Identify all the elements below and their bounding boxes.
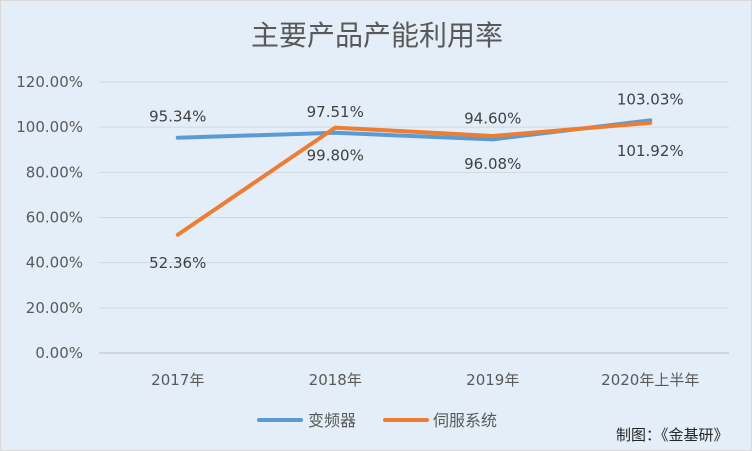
legend-label-inverter: 变频器 [308, 411, 356, 430]
data-labels: 95.34% 97.51% 94.60% 103.03% 52.36% 99.80% 96.… [149, 90, 683, 271]
y-tick-label: 60.00% [26, 209, 83, 227]
legend-label-servo: 伺服系统 [433, 411, 497, 430]
y-tick-label: 80.00% [26, 163, 83, 181]
x-tick-label: 2020年上半年 [601, 371, 699, 389]
series-line-servo [175, 120, 653, 237]
credit-text: 制图：《金基研》 [616, 426, 729, 444]
chart-title: 主要产品产能利用率 [251, 19, 503, 52]
y-axis: 0.00% 20.00% 40.00% 60.00% 80.00% 100.00% 120.… [16, 73, 83, 362]
data-label-servo: 99.80% [307, 147, 364, 165]
data-label-inverter: 103.03% [617, 90, 684, 108]
data-label-servo: 101.92% [617, 142, 684, 160]
series-layer [175, 118, 653, 237]
data-label-inverter: 94.60% [464, 109, 521, 127]
y-tick-label: 100.00% [16, 118, 83, 136]
data-label-servo: 52.36% [149, 254, 206, 272]
data-label-servo: 96.08% [464, 155, 521, 173]
x-tick-label: 2017年 [151, 371, 204, 389]
y-tick-label: 20.00% [26, 299, 83, 317]
legend: 变频器 伺服系统 [257, 411, 497, 430]
x-tick-label: 2018年 [309, 371, 362, 389]
data-label-inverter: 97.51% [307, 103, 364, 121]
y-tick-label: 0.00% [35, 344, 83, 362]
y-tick-label: 40.00% [26, 254, 83, 272]
y-tick-label: 120.00% [16, 73, 83, 91]
x-tick-label: 2019年 [466, 371, 519, 389]
x-axis: 2017年 2018年 2019年 2020年上半年 [151, 371, 699, 389]
data-label-inverter: 95.34% [149, 108, 206, 126]
